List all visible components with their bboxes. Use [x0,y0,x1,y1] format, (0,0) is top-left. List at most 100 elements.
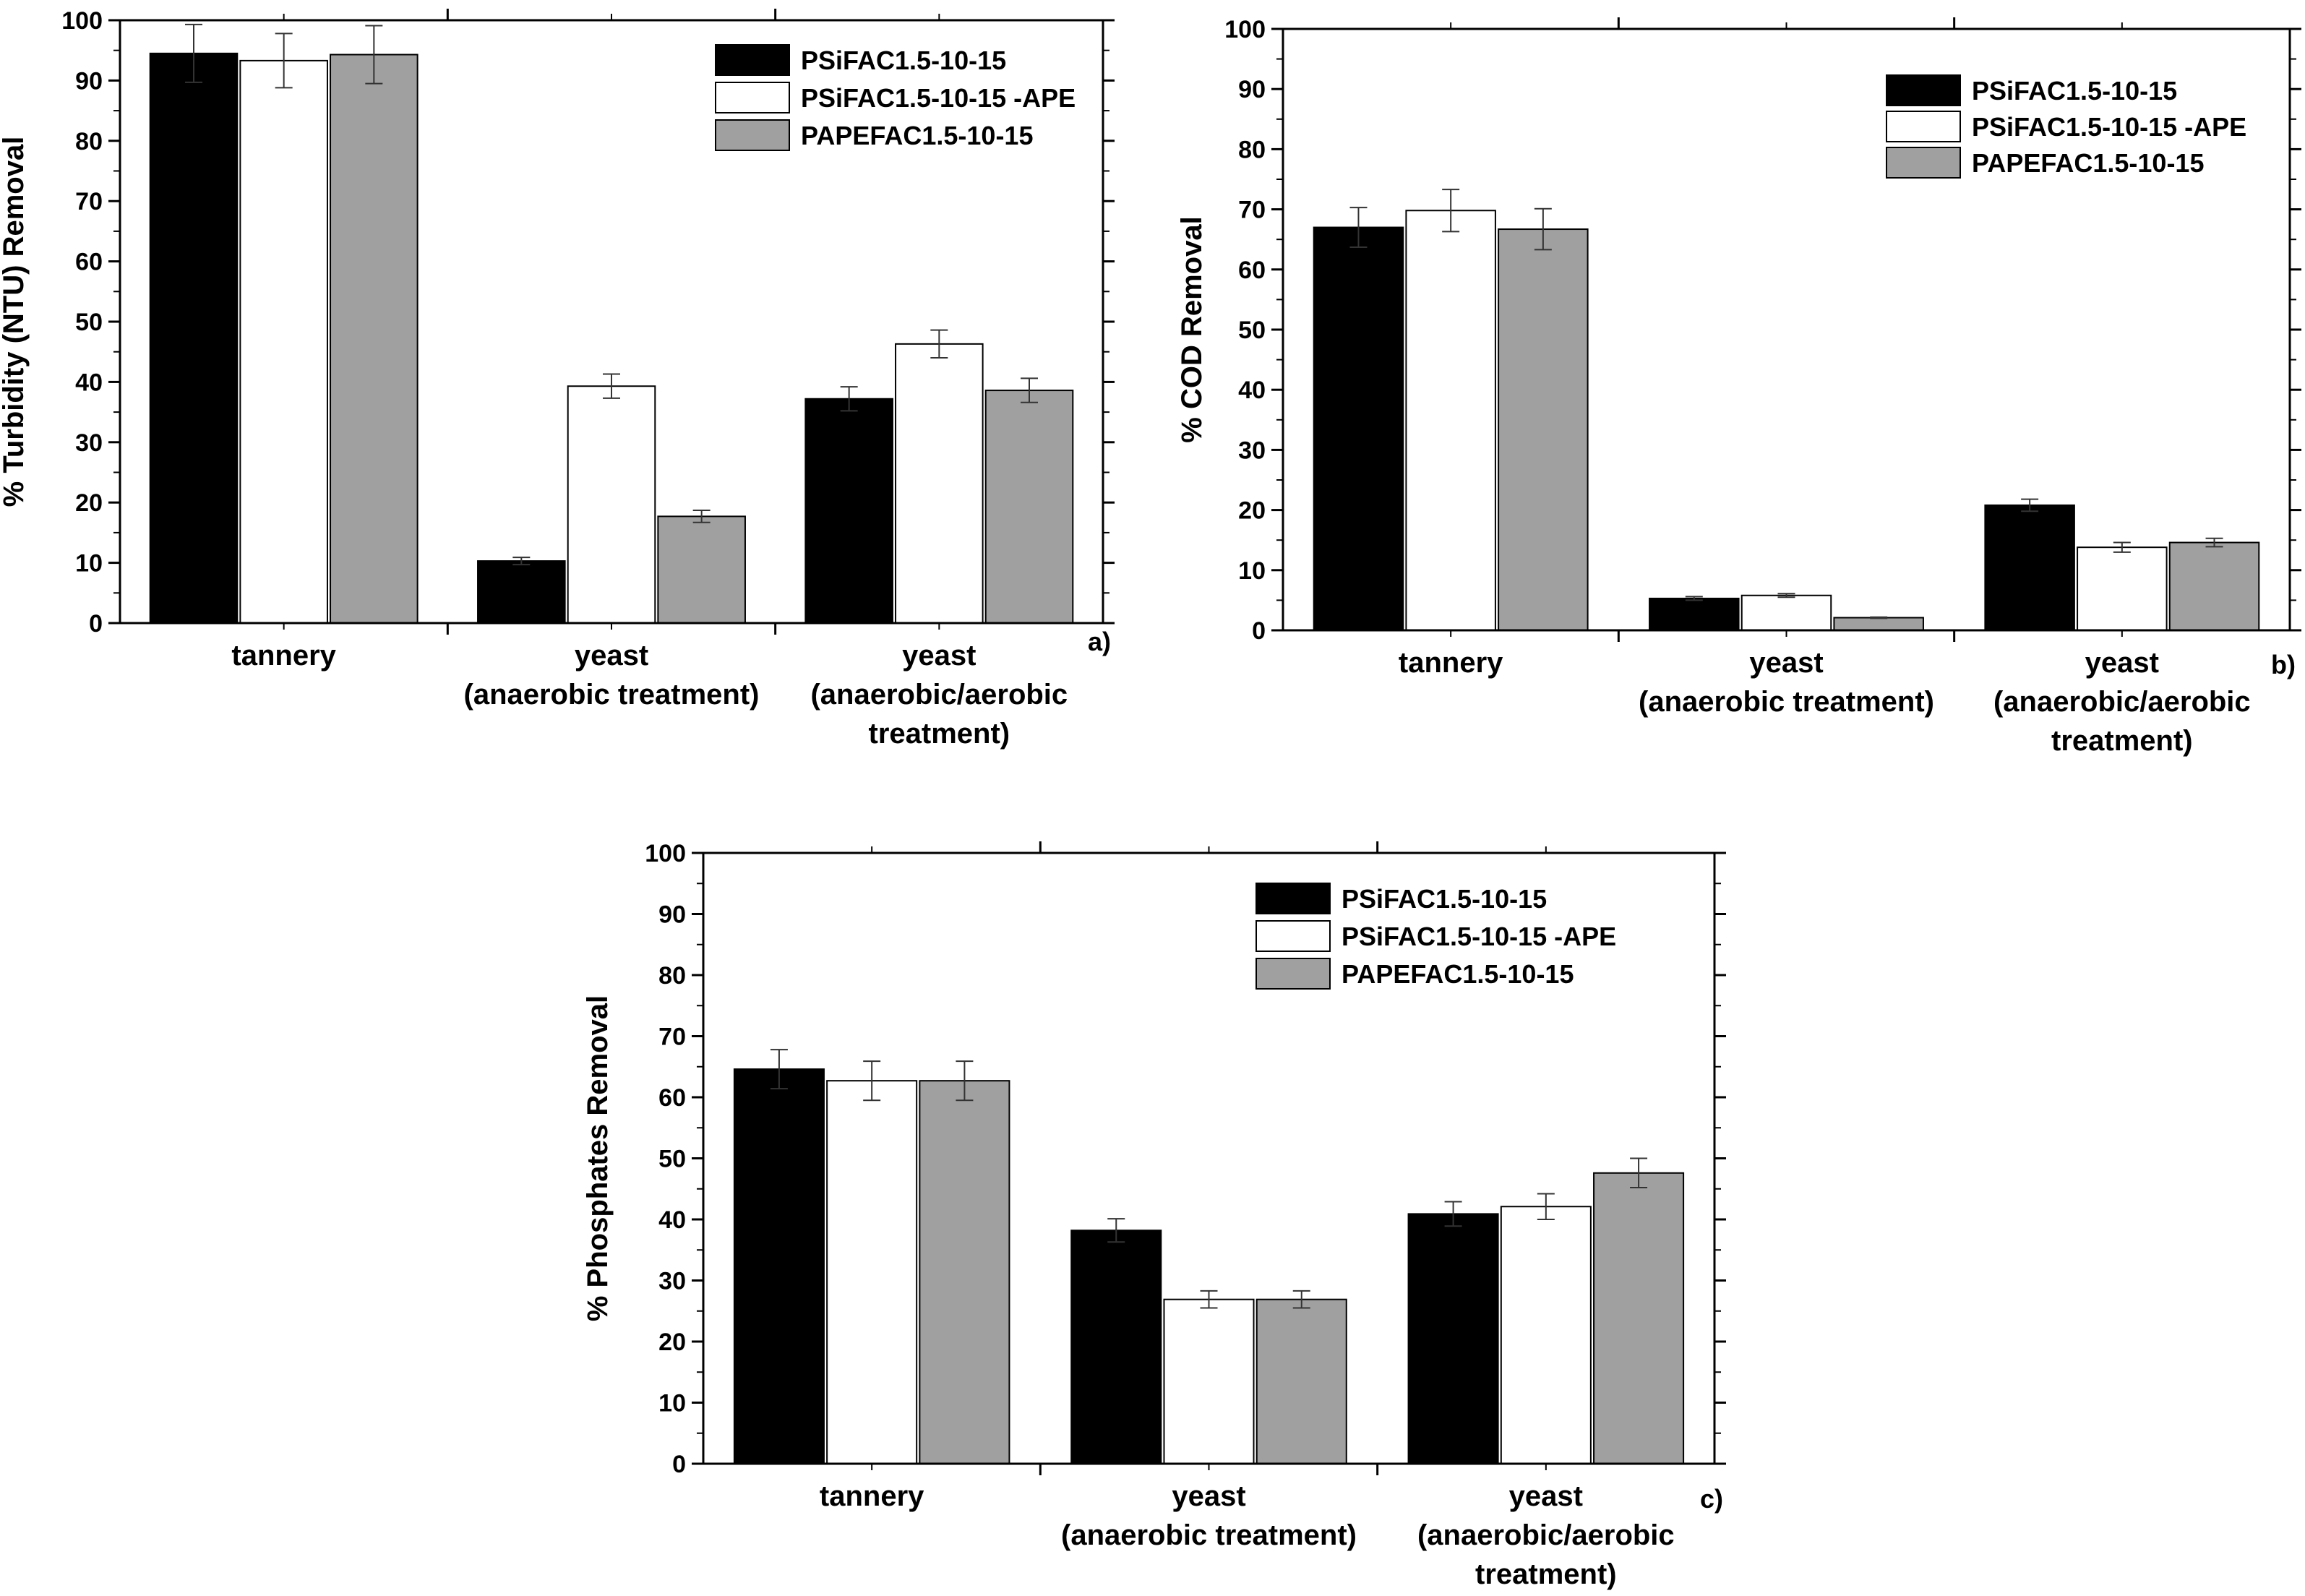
x-category-label: treatment) [2051,725,2193,757]
x-category-label: yeast [1749,647,1823,679]
bar [1649,597,1740,631]
x-category-label: tannery [820,1480,924,1512]
y-tick-label: 60 [658,1084,686,1112]
bar [477,560,566,625]
panel-label: a) [1088,627,1111,656]
legend-label: PSiFAC1.5-10-15 -APE [1972,112,2246,142]
y-tick-label: 90 [1238,76,1266,103]
y-tick-label: 70 [75,188,103,215]
y-tick-label: 50 [75,309,103,336]
y-tick-label: 50 [658,1146,686,1173]
y-tick-label: 30 [75,429,103,457]
bar [330,53,418,624]
bar [733,1068,825,1464]
legend-swatch [715,82,790,113]
x-category-label: (anaerobic/aerobic [1417,1519,1675,1551]
bar [895,343,984,624]
y-tick-label: 100 [1224,16,1266,43]
x-category-label: yeast [575,640,648,672]
bar [149,52,239,625]
bar [657,515,746,625]
y-tick-label: 70 [658,1024,686,1051]
x-category-label: tannery [1399,647,1503,679]
bar [1070,1230,1162,1465]
y-tick-label: 0 [89,610,103,638]
bar [239,59,328,625]
y-axis-title: % COD Removal [1176,216,1208,442]
legend-swatch [1886,111,1961,142]
legend-label: PAPEFAC1.5-10-15 [801,121,1033,150]
y-tick-label: 20 [1238,497,1266,525]
y-tick-label: 50 [1238,317,1266,344]
x-category-label: yeast [902,640,976,672]
legend-swatch [1886,147,1961,179]
x-category-label: yeast [2085,647,2159,679]
y-tick-label: 70 [1238,197,1266,224]
y-tick-label: 80 [658,962,686,990]
bar [2077,546,2168,632]
y-tick-label: 40 [658,1206,686,1234]
bar [984,390,1074,624]
turbidity-chart: 0 10 20 30 40 50 60 70 80 90 100 tannery yeast (anaer… [0,7,1115,750]
y-tick-label: 40 [75,369,103,396]
y-tick-label: 100 [61,7,103,35]
legend-swatch [1255,883,1331,914]
bar [919,1080,1010,1464]
legend-label: PAPEFAC1.5-10-15 [1342,959,1574,989]
x-category-label: tannery [231,640,336,672]
bar [2168,541,2260,632]
x-category-label: (anaerobic/aerobic [810,679,1068,711]
y-tick-label: 40 [1238,377,1266,404]
y-tick-label: 90 [75,67,103,95]
y-tick-label: 10 [75,550,103,578]
y-tick-label: 0 [1252,617,1266,645]
bar [1255,1298,1347,1464]
x-category-label: (anaerobic treatment) [1061,1519,1357,1551]
y-tick-label: 80 [75,128,103,155]
y-tick-label: 20 [658,1329,686,1356]
phosphates-chart: 0 10 20 30 40 50 60 70 80 90 100 tannery yeast (anaer… [582,840,1726,1590]
bar [1984,504,2075,631]
legend-label: PSiFAC1.5-10-15 [1972,76,2177,106]
bar [1313,226,1404,631]
y-tick-label: 90 [658,901,686,929]
bar [1500,1206,1592,1464]
x-category-label: (anaerobic treatment) [1639,686,1934,718]
panel-label: c) [1700,1484,1723,1514]
y-axis-title: % Phosphates Removal [582,995,614,1321]
y-axis-title: % Turbidity (NTU) Removal [0,137,30,507]
legend-swatch [1255,920,1331,952]
x-category-label: yeast [1509,1480,1583,1512]
bar [1593,1172,1685,1464]
legend-label: PAPEFAC1.5-10-15 [1972,148,2204,178]
bar [567,385,656,624]
legend-swatch [715,119,790,151]
bar [1405,210,1496,632]
y-tick-label: 0 [672,1451,686,1478]
x-category-label: (anaerobic/aerobic [1993,686,2251,718]
legend-label: PSiFAC1.5-10-15 -APE [1342,922,1616,951]
legend-label: PSiFAC1.5-10-15 [801,46,1006,75]
legend-swatch [1886,74,1961,106]
bar [1163,1298,1255,1464]
y-tick-label: 100 [645,840,686,867]
y-tick-label: 20 [75,489,103,517]
legend-swatch [1255,958,1331,990]
x-category-label: treatment) [869,718,1010,750]
y-tick-label: 10 [658,1390,686,1417]
bar [1498,228,1589,631]
y-tick-label: 10 [1238,557,1266,585]
legend-label: PSiFAC1.5-10-15 -APE [801,83,1076,113]
y-tick-label: 30 [658,1268,686,1295]
bar [804,398,893,624]
y-tick-label: 60 [1238,257,1266,284]
x-category-label: yeast [1172,1480,1245,1512]
bar [826,1080,918,1464]
bar [1833,617,1924,632]
y-tick-label: 80 [1238,136,1266,163]
y-tick-label: 60 [75,249,103,276]
y-tick-label: 30 [1238,437,1266,464]
cod-chart: 0 10 20 30 40 50 60 70 80 90 100 tannery yeast (anaer… [1176,16,2301,757]
legend-label: PSiFAC1.5-10-15 [1342,884,1547,914]
bar [1407,1213,1499,1465]
